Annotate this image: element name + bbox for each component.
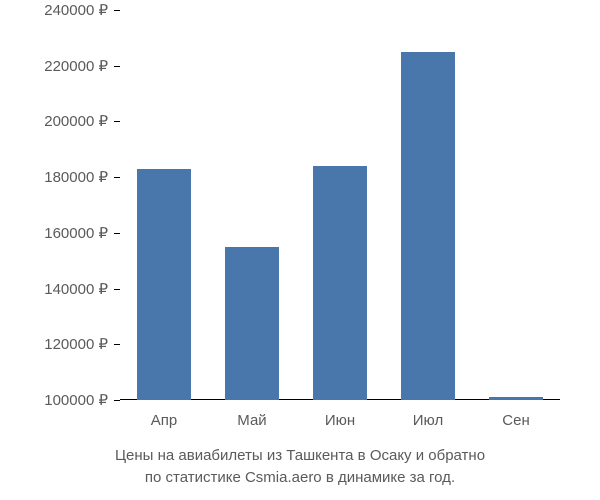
y-tick-label: 220000 ₽ [44,57,108,75]
y-tick-mark [114,10,120,11]
bar [225,247,280,400]
y-tick-mark [114,400,120,401]
y-tick-label: 240000 ₽ [44,1,108,19]
y-tick-label: 160000 ₽ [44,224,108,242]
caption-line-2: по статистике Csmia.aero в динамике за г… [0,467,600,489]
x-tick-label: Май [237,412,266,429]
y-tick-mark [114,177,120,178]
price-bar-chart: Цены на авиабилеты из Ташкента в Осаку и… [0,0,600,500]
chart-caption: Цены на авиабилеты из Ташкента в Осаку и… [0,445,600,489]
x-tick-label: Апр [151,412,177,429]
y-tick-mark [114,344,120,345]
x-tick-label: Июн [325,412,355,429]
bar [489,397,544,400]
y-tick-mark [114,289,120,290]
caption-line-1: Цены на авиабилеты из Ташкента в Осаку и… [0,445,600,467]
y-tick-label: 140000 ₽ [44,280,108,298]
y-tick-mark [114,121,120,122]
y-tick-label: 100000 ₽ [44,391,108,409]
x-tick-label: Сен [502,412,529,429]
y-tick-label: 120000 ₽ [44,335,108,353]
y-tick-label: 180000 ₽ [44,168,108,186]
y-tick-mark [114,233,120,234]
y-tick-mark [114,66,120,67]
bar [313,166,368,400]
plot-area [120,10,560,400]
bar [137,169,192,400]
y-tick-label: 200000 ₽ [44,112,108,130]
bar [401,52,456,400]
x-tick-label: Июл [413,412,443,429]
